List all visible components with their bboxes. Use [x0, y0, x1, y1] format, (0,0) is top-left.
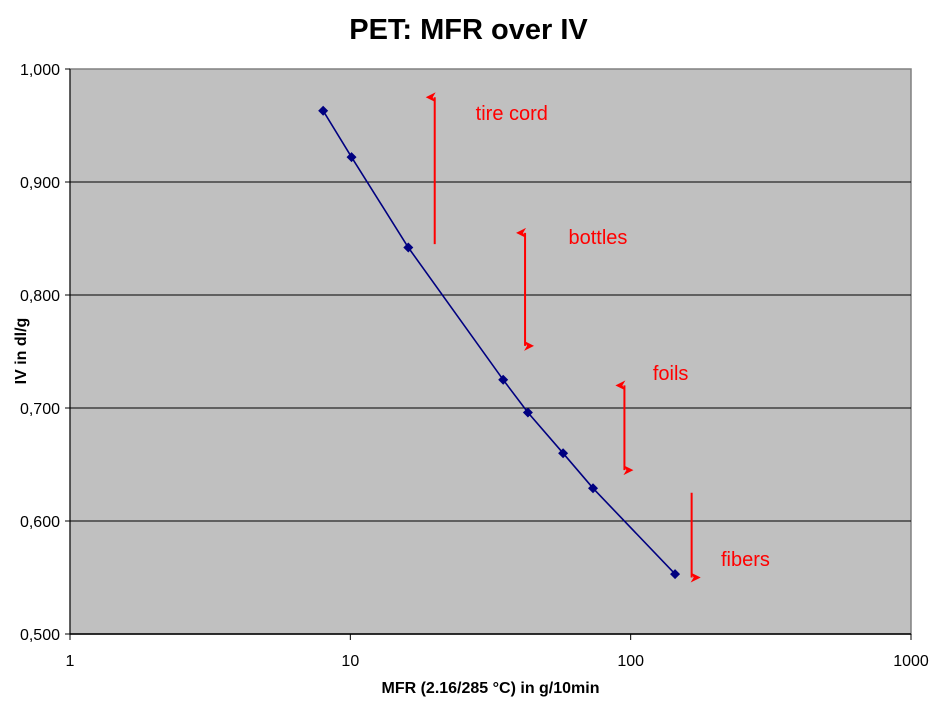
y-tick-label: 0,600 [20, 514, 60, 531]
data-point [346, 152, 357, 163]
data-point [588, 483, 599, 494]
annotation-label: fibers [721, 549, 770, 571]
data-point [522, 407, 533, 418]
x-tick-label: 1 [66, 653, 75, 670]
y-tick-label: 0,700 [20, 401, 60, 418]
y-tick-label: 1,000 [20, 62, 60, 79]
x-tick-label: 10 [341, 653, 359, 670]
x-axis-label: MFR (2.16/285 °C) in g/10min [381, 680, 600, 697]
y-tick-label: 0,900 [20, 175, 60, 192]
series-line [322, 110, 676, 575]
plot-background [69, 68, 912, 635]
annotation-label: bottles [568, 227, 627, 249]
x-tick-label: 100 [617, 653, 644, 670]
data-point [670, 569, 681, 580]
y-tick-label: 0,800 [20, 288, 60, 305]
y-tick-label: 0,500 [20, 627, 60, 644]
annotation-label: foils [653, 363, 689, 385]
x-tick-label: 1000 [893, 653, 929, 670]
data-point [498, 374, 509, 385]
data-point [558, 448, 569, 459]
data-point [403, 242, 414, 253]
annotation-label: tire cord [476, 103, 548, 125]
data-point [318, 105, 329, 116]
chart-title: PET: MFR over IV [349, 14, 588, 46]
